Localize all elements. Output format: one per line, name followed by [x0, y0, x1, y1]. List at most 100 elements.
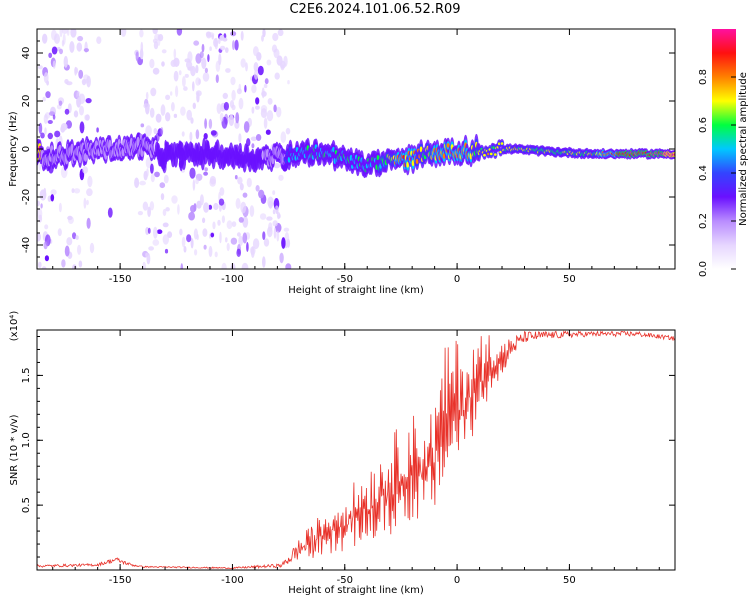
- noise-blob: [47, 132, 53, 140]
- noise-blob: [195, 64, 199, 74]
- noise-blob: [75, 235, 79, 240]
- noise-blob: [152, 239, 160, 246]
- noise-blob: [67, 215, 73, 221]
- noise-blob: [204, 67, 208, 73]
- noise-blob: [192, 179, 196, 191]
- noise-blob: [250, 136, 258, 142]
- noise-blob: [143, 103, 150, 109]
- noise-blob: [51, 29, 57, 41]
- x-tick-label: -100: [221, 274, 244, 285]
- noise-blob: [171, 102, 175, 112]
- noise-blob: [180, 263, 184, 269]
- noise-blob: [203, 202, 210, 213]
- noise-blob: [54, 130, 61, 138]
- noise-blob: [147, 206, 152, 218]
- noise-blob: [203, 244, 207, 250]
- noise-blob: [170, 59, 177, 67]
- y-tick-label: 0: [21, 146, 32, 152]
- noise-blob: [214, 251, 218, 258]
- noise-blob: [78, 69, 84, 79]
- noise-blob: [195, 129, 200, 140]
- noise-blob: [165, 207, 170, 212]
- noise-blob: [160, 104, 166, 116]
- noise-blob: [201, 43, 205, 53]
- noise-blob: [240, 30, 244, 41]
- noise-blob: [51, 46, 58, 55]
- noise-blob: [46, 80, 49, 86]
- noise-blob: [240, 201, 247, 214]
- noise-blob: [238, 97, 244, 110]
- noise-blob: [43, 241, 48, 250]
- noise-blob: [41, 266, 47, 269]
- noise-blob: [159, 182, 166, 189]
- noise-blob: [267, 98, 273, 105]
- noise-blob: [142, 201, 149, 211]
- noise-blob: [139, 29, 144, 38]
- noise-blob: [218, 53, 222, 66]
- noise-blob: [179, 228, 183, 236]
- noise-blob: [232, 40, 235, 51]
- noise-blob: [266, 110, 274, 122]
- track-core: [376, 155, 380, 161]
- noise-blob: [226, 220, 233, 230]
- noise-blob: [162, 208, 167, 217]
- noise-blob: [64, 108, 70, 115]
- noise-blob: [57, 228, 62, 237]
- noise-blob: [266, 59, 272, 66]
- noise-blob: [271, 44, 278, 53]
- noise-blob: [262, 256, 266, 268]
- noise-blob: [238, 217, 244, 223]
- noise-blob: [173, 70, 179, 82]
- noise-blob: [228, 114, 235, 127]
- snr-frame: [36, 329, 676, 571]
- noise-blob: [273, 227, 277, 239]
- spectrogram-y-ticks: -40 -20 0 20 40: [21, 28, 675, 270]
- noise-blob: [251, 106, 255, 114]
- noise-blob: [192, 102, 196, 110]
- noise-blob: [89, 242, 95, 254]
- noise-blob: [181, 131, 185, 137]
- noise-blob: [223, 101, 229, 111]
- noise-blob: [78, 260, 83, 268]
- noise-blob: [276, 230, 280, 242]
- noise-blob: [219, 34, 225, 41]
- noise-blob: [177, 204, 180, 215]
- noise-blob: [52, 114, 56, 120]
- noise-blob: [246, 242, 249, 252]
- noise-blob: [162, 234, 169, 245]
- noise-blob: [272, 190, 276, 196]
- noise-blob: [230, 263, 236, 269]
- noise-blob: [38, 122, 43, 135]
- y-tick-label: 1.0: [21, 432, 32, 448]
- noise-blob: [210, 130, 217, 136]
- noise-blob: [147, 227, 151, 234]
- noise-blob: [230, 237, 238, 245]
- noise-blob: [137, 211, 143, 216]
- track-core: [406, 161, 410, 168]
- track-core: [419, 146, 423, 153]
- noise-blob: [44, 127, 47, 135]
- noise-blob: [258, 189, 265, 199]
- noise-blob: [202, 228, 208, 237]
- noise-blob: [273, 162, 281, 169]
- noise-blob: [238, 83, 242, 92]
- noise-blob: [242, 192, 248, 198]
- noise-blob: [50, 189, 57, 196]
- noise-blob: [284, 232, 290, 244]
- noise-blob: [186, 60, 193, 69]
- noise-blob: [157, 34, 161, 46]
- y-tick-label: -40: [21, 237, 32, 253]
- noise-blob: [47, 120, 53, 124]
- noise-blob: [249, 246, 256, 255]
- noise-blob: [196, 91, 200, 103]
- y-tick-label: 40: [21, 47, 32, 60]
- noise-blob: [59, 29, 63, 38]
- noise-blob: [66, 237, 73, 246]
- noise-blob: [235, 112, 240, 124]
- noise-blob: [219, 231, 222, 244]
- noise-blob: [149, 58, 155, 69]
- noise-blob: [237, 176, 243, 185]
- spectrogram-x-label: Height of straight line (km): [288, 285, 424, 296]
- noise-blob: [60, 123, 68, 131]
- noise-blob: [150, 87, 157, 97]
